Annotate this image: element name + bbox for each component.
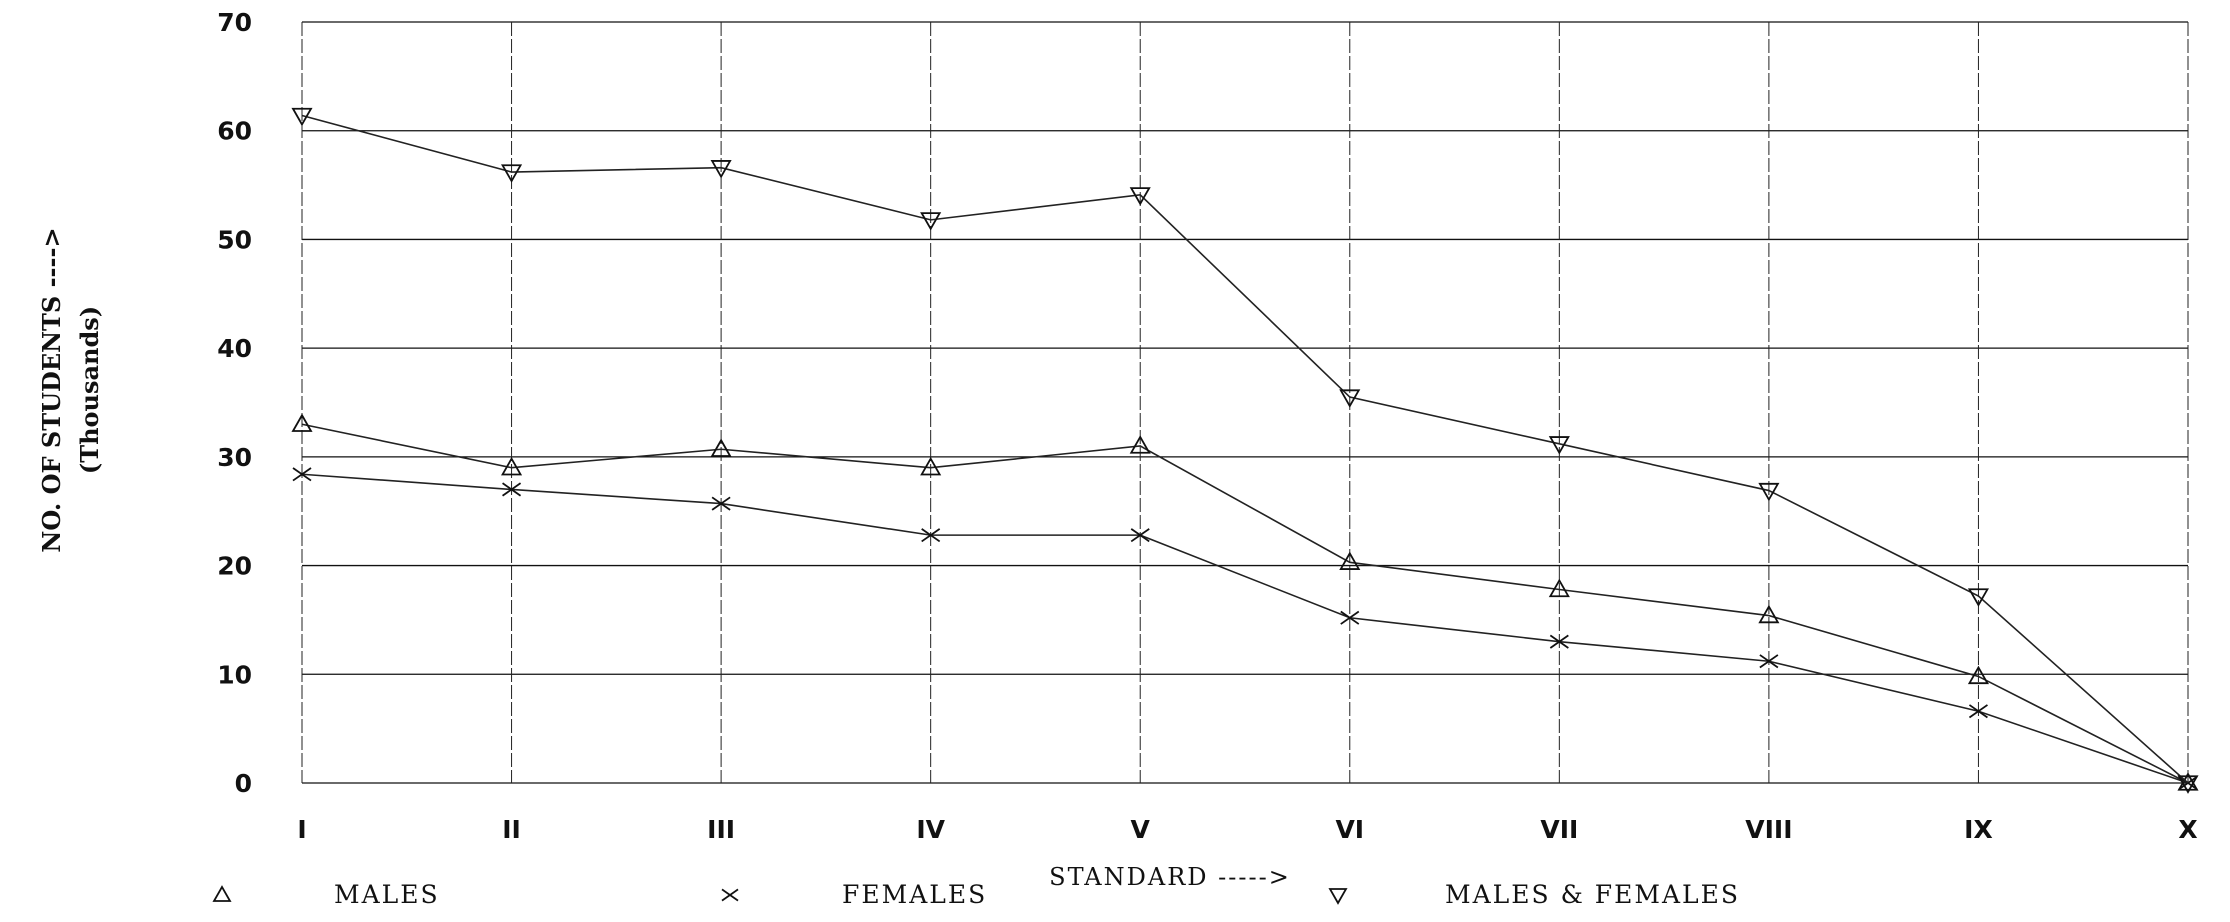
data-point — [1130, 528, 1150, 543]
legend-label: MALES & FEMALES — [1445, 880, 1740, 909]
y-tick-label: 20 — [217, 552, 252, 581]
data-point — [2177, 775, 2199, 794]
y-tick-label: 70 — [217, 8, 252, 37]
legend-item: FEMALES — [721, 880, 987, 909]
y-axis-label: NO. OF STUDENTS ----> — [37, 227, 66, 552]
data-point — [1967, 665, 1989, 685]
data-point — [711, 496, 731, 511]
x-tick-label: VII — [1540, 815, 1578, 844]
data-point — [291, 107, 313, 127]
data-point — [710, 438, 732, 457]
series-2 — [291, 107, 2199, 794]
grid — [301, 21, 2189, 784]
y-tick-label: 60 — [217, 117, 252, 146]
legend-marker — [1328, 888, 1348, 905]
data-point — [501, 456, 523, 476]
data-point — [1759, 654, 1779, 669]
y-tick-label: 10 — [217, 660, 252, 689]
legend-item: MALES — [212, 880, 440, 909]
data-point — [292, 467, 312, 482]
x-tick-label: II — [502, 815, 521, 844]
x-tick-label: IX — [1964, 815, 1993, 844]
x-tick-label: V — [1131, 815, 1151, 844]
legend-label: FEMALES — [842, 880, 987, 909]
data-point — [291, 413, 313, 432]
data-point — [1339, 389, 1361, 408]
legend-item: MALES & FEMALES — [1328, 880, 1740, 909]
x-tick-label: III — [707, 815, 735, 844]
y-axis-ticks: 0 10 20 30 40 50 60 70 — [217, 8, 252, 798]
data-point — [1129, 187, 1151, 206]
series-line — [301, 423, 2189, 784]
y-tick-label: 30 — [217, 443, 252, 472]
legend-marker — [721, 888, 739, 902]
data-point — [502, 482, 522, 497]
series-line — [301, 114, 2189, 784]
data-point — [1339, 551, 1361, 570]
x-tick-label: VIII — [1745, 815, 1792, 844]
data-point — [501, 164, 523, 183]
data-point — [1548, 436, 1570, 455]
series — [291, 107, 2199, 794]
legend-marker — [212, 885, 232, 902]
legend-label: MALES — [334, 880, 440, 909]
data-point — [1758, 604, 1780, 624]
x-axis-ticks: I II III IV V VI VII VIII IX X — [297, 815, 2197, 844]
data-point — [920, 212, 942, 231]
y-tick-label: 50 — [217, 225, 252, 254]
y-tick-label: 0 — [235, 769, 252, 798]
x-axis-label: STANDARD -----> — [1049, 863, 1291, 891]
y-axis-title: NO. OF STUDENTS ----> (Thousands) — [37, 227, 104, 552]
data-point — [1968, 704, 1988, 719]
data-point — [1967, 588, 1989, 607]
data-point — [1129, 435, 1151, 454]
series-0 — [291, 413, 2199, 791]
x-tick-label: IV — [916, 815, 945, 844]
data-point — [1548, 578, 1570, 598]
y-axis-sublabel: (Thousands) — [75, 306, 104, 474]
data-point — [1549, 634, 1569, 649]
legend: MALES FEMALES MALES & FEMALES — [212, 880, 1740, 909]
x-tick-label: VI — [1335, 815, 1364, 844]
data-point — [1340, 610, 1360, 625]
data-point — [920, 456, 942, 476]
series-1 — [292, 467, 2198, 791]
data-point — [710, 160, 732, 179]
x-tick-label: X — [2178, 815, 2197, 844]
y-tick-label: 40 — [217, 334, 252, 363]
x-tick-label: I — [297, 815, 306, 844]
data-point — [1758, 482, 1780, 502]
series-line — [301, 473, 2189, 784]
data-point — [921, 528, 941, 543]
